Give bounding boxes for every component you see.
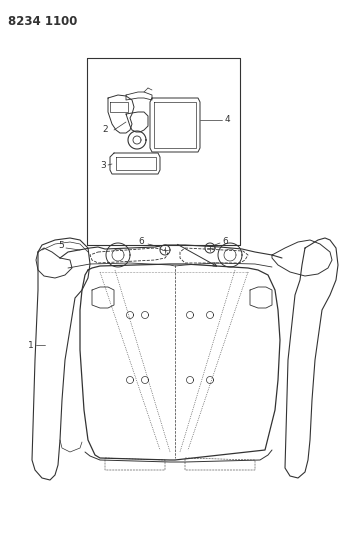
Text: 2: 2	[102, 125, 108, 134]
Text: 3: 3	[100, 160, 106, 169]
Text: 1: 1	[28, 341, 34, 350]
Text: 6: 6	[222, 237, 228, 246]
Text: 6: 6	[138, 238, 144, 246]
Text: 4: 4	[225, 116, 231, 125]
Text: 8234 1100: 8234 1100	[8, 15, 78, 28]
Text: 5: 5	[58, 241, 64, 251]
